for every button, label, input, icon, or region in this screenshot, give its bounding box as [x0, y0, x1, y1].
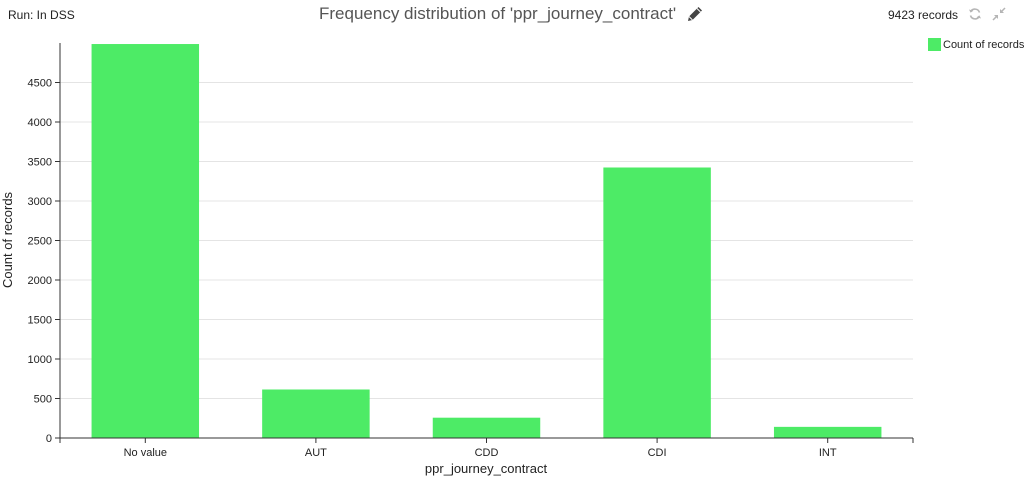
bars	[91, 44, 882, 438]
y-tick-label: 2000	[28, 275, 52, 287]
gridlines	[60, 82, 913, 399]
y-axis-title: Count of records	[0, 191, 15, 288]
x-tick-label: No value	[124, 447, 167, 459]
y-tick-label: 4500	[28, 78, 52, 90]
run-label: Run: In DSS	[8, 8, 75, 22]
x-tick-label: CDD	[475, 447, 499, 459]
bar[interactable]	[432, 417, 541, 438]
y-tick-label: 0	[46, 433, 52, 445]
bar[interactable]	[262, 389, 370, 438]
x-tick-label: AUT	[305, 447, 327, 459]
x-ticks: No value AUT CDD CDI INT	[59, 438, 914, 459]
legend-item[interactable]: Count of records	[928, 38, 1024, 51]
legend-swatch	[928, 38, 941, 51]
x-tick-label: INT	[819, 447, 837, 459]
y-tick-label: 500	[34, 394, 52, 406]
x-tick-label: CDI	[648, 447, 667, 459]
y-ticks: 0 500 1000 1500 2000 2500 3000 3500 4000 4500	[28, 78, 60, 445]
title-bar: Frequency distribution of 'ppr_journey_c…	[319, 4, 704, 24]
y-tick-label: 1000	[28, 354, 52, 366]
y-tick-label: 3000	[28, 196, 52, 208]
shrink-icon[interactable]	[992, 7, 1006, 21]
y-tick-label: 4000	[28, 117, 52, 129]
bar[interactable]	[91, 44, 200, 438]
bar[interactable]	[603, 167, 711, 438]
records-count: 9423 records	[888, 8, 959, 22]
legend-label: Count of records	[943, 38, 1025, 51]
y-tick-label: 2500	[28, 236, 52, 248]
refresh-icon[interactable]	[968, 7, 982, 21]
pencil-icon[interactable]	[686, 5, 704, 23]
chart-title: Frequency distribution of 'ppr_journey_c…	[319, 4, 677, 23]
y-tick-label: 1500	[28, 315, 52, 327]
bar[interactable]	[773, 426, 882, 438]
y-tick-label: 3500	[28, 157, 52, 169]
x-axis-title: ppr_journey_contract	[425, 461, 548, 476]
